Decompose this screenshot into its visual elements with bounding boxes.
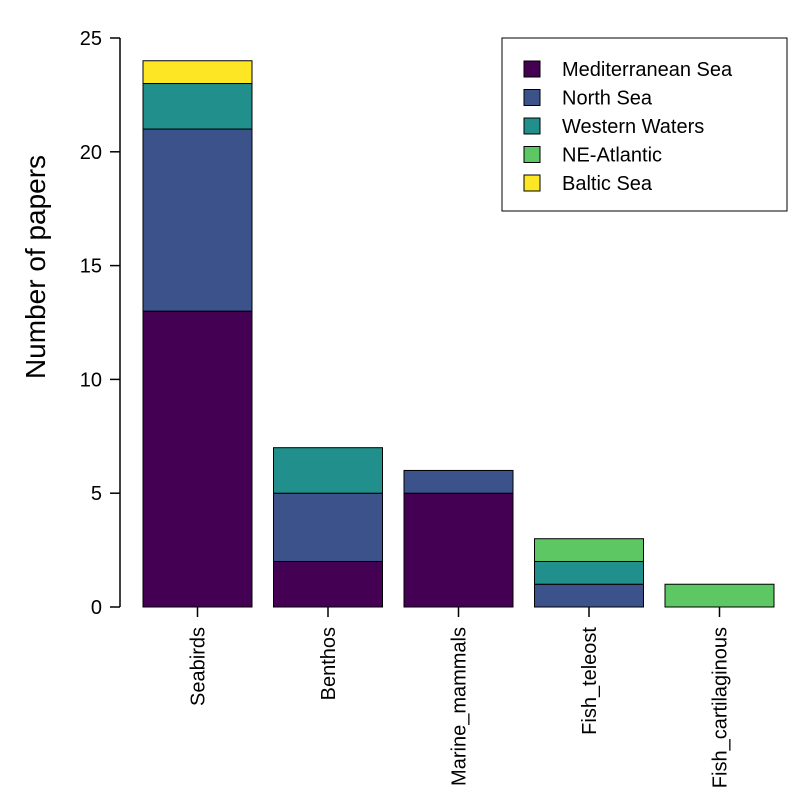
y-tick-label-1: 5 [91,483,102,505]
x-tick-label-2: Marine_mammals [449,627,471,786]
legend: Mediterranean Sea North Sea Western Waters… [501,37,788,212]
legend-swatch-1 [523,89,541,106]
y-tick-label-4: 20 [80,142,102,164]
x-axis: Seabirds Benthos Marine_mammals Fish_teleos… [188,607,732,788]
bar-segment-2-1 [403,469,514,494]
bars-layer [142,60,775,608]
legend-label-2: Western Waters [562,116,704,138]
legend-swatch-3 [523,146,541,163]
bar-segment-0-0 [142,310,253,608]
y-tick-label-5: 25 [80,28,102,50]
bar-segment-0-4 [142,60,253,85]
legend-label-4: Baltic Sea [562,173,653,195]
legend-swatch-0 [523,60,541,78]
legend-swatch-2 [523,117,541,135]
y-tick-label-3: 15 [80,256,102,278]
x-tick-label-4: Fish_cartilaginous [710,627,732,788]
bar-segment-1-0 [273,560,383,608]
legend-label-3: NE-Atlantic [562,145,662,167]
x-tick-label-0: Seabirds [188,627,210,706]
legend-label-1: North Sea [562,88,653,110]
bar-segment-3-3 [534,538,644,562]
y-tick-label-2: 10 [80,369,102,391]
y-tick-label-0: 0 [91,597,102,619]
y-axis: 0 5 10 15 20 25 [80,28,121,619]
bar-segment-1-2 [273,447,383,494]
bar-segment-4-3 [664,583,775,608]
bar-segment-0-1 [142,128,253,312]
legend-swatch-4 [523,174,541,192]
bar-segment-3-1 [534,583,644,608]
bar-segment-3-2 [534,560,644,585]
x-tick-label-3: Fish_teleost [579,627,601,735]
legend-label-0: Mediterranean Sea [562,59,733,81]
bar-segment-0-2 [142,83,253,130]
legend-box [501,37,788,212]
bar-segment-1-1 [273,492,383,562]
bar-segment-2-0 [403,492,514,608]
x-tick-label-1: Benthos [318,627,340,700]
y-axis-label: Number of papers [20,155,51,379]
